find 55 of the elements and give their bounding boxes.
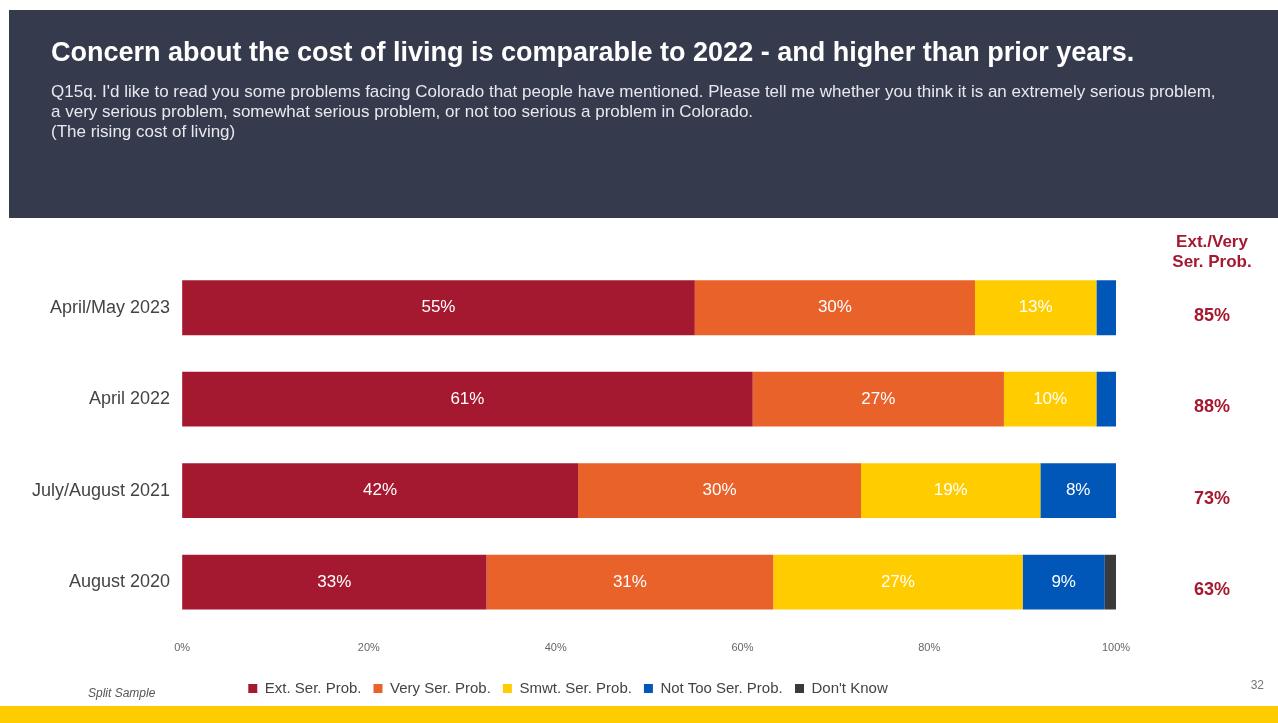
data-label: 13% [1018, 297, 1053, 317]
x-tick-label: 60% [731, 641, 754, 654]
data-label: 31% [612, 571, 647, 591]
y-tick-label: April 2022 [89, 388, 171, 409]
data-label: 55% [421, 297, 456, 317]
legend-label: Ext. Ser. Prob. [264, 678, 362, 696]
text: 32 [1250, 678, 1265, 693]
bar [1003, 371, 1097, 427]
x-tick-label: 0% [174, 641, 191, 654]
y-tick-label: April/May 2023 [50, 296, 171, 317]
data-label: 42% [363, 480, 398, 500]
data-label: 19% [933, 480, 968, 500]
bar [486, 554, 774, 610]
data-label: 33% [317, 571, 352, 591]
x-tick-label: 80% [918, 641, 941, 654]
bar [182, 463, 579, 519]
bar [974, 280, 1097, 336]
legend-label: Very Ser. Prob. [389, 678, 491, 696]
bar [1096, 371, 1116, 427]
text: 73% [1193, 487, 1231, 508]
chart-title: Concern about the cost of living is comparable to 2022 - and higher than prior years. [51, 36, 1136, 68]
data-label: 27% [880, 571, 915, 591]
bar [861, 463, 1041, 519]
x-tick-label: 20% [357, 641, 381, 654]
bar [182, 371, 753, 427]
data-label: 30% [702, 480, 737, 500]
y-tick-label: August 2020 [69, 571, 171, 592]
bar [752, 371, 1004, 427]
y-tick-label: July/August 2021 [32, 479, 171, 500]
text: 88% [1193, 396, 1231, 417]
bar [1104, 554, 1116, 610]
x-tick-label: 100% [1101, 641, 1131, 654]
bar [1022, 554, 1105, 610]
bar [182, 554, 487, 610]
legend-label: Smwt. Ser. Prob. [519, 678, 632, 696]
data-label: 8% [1065, 480, 1091, 500]
legend-label: Don't Know [811, 678, 888, 696]
data-label: 10% [1033, 388, 1068, 408]
x-tick-label: 40% [544, 641, 567, 654]
bar [182, 280, 695, 336]
chart-subtitle: Q15q. I'd like to read you some problems facing Colorado that people have mentioned. Please tell me whether you think it is an extremely serious problem, a very serious problem, somewhat serious problem, or not too serious a problem in Colorado. (The rising cost of living) [51, 82, 1217, 142]
text: Split Sample [88, 686, 156, 701]
data-label: 30% [817, 297, 852, 317]
bar [1096, 280, 1116, 336]
data-label: 9% [1051, 571, 1076, 591]
legend-label: Not Too Ser. Prob. [660, 678, 783, 696]
bar [773, 554, 1023, 610]
bar [578, 463, 862, 519]
data-label: 27% [861, 388, 896, 408]
data-label: 61% [450, 388, 485, 408]
text: Ext./Very Ser. Prob. [1172, 231, 1252, 271]
text: 85% [1193, 304, 1231, 325]
bar [694, 280, 975, 336]
bar [1040, 463, 1116, 519]
text: 63% [1193, 579, 1231, 600]
